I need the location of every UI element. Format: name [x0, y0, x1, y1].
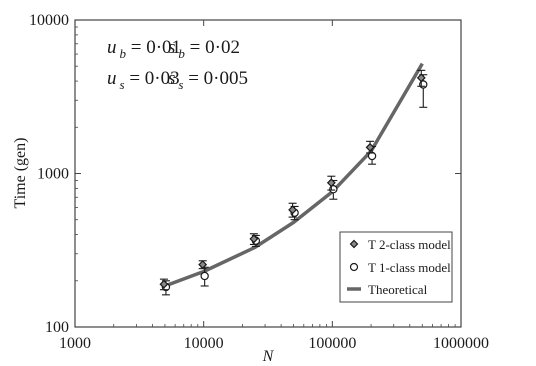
diamond-point — [365, 142, 375, 152]
legend-label-2-class: T 2-class model — [368, 237, 451, 252]
y-tick-label: 100 — [45, 319, 69, 336]
circle-point — [367, 151, 377, 161]
legend-diamond-marker — [349, 239, 359, 249]
x-tick-label: 100000 — [308, 335, 356, 352]
diamond-point — [326, 178, 336, 188]
legend: T 2-class model T 1-class model Theoreti… — [339, 231, 453, 303]
legend-label-theoretical: Theoretical — [368, 282, 428, 297]
x-tick-label: 1000000 — [433, 335, 489, 352]
x-axis-title: N — [262, 348, 275, 365]
diamond-point — [198, 260, 208, 270]
diamond-point — [416, 73, 426, 83]
y-tick-label: 1000 — [37, 166, 69, 183]
y-tick-label: 10000 — [29, 12, 69, 29]
diamond-point — [249, 234, 259, 244]
x-tick-label: 10000 — [184, 335, 224, 352]
y-axis-title: Time (gen) — [12, 138, 29, 209]
diamond-point — [159, 279, 169, 289]
legend-label-1-class: T 1-class model — [368, 260, 451, 275]
theoretical-line — [164, 62, 424, 288]
circle-point — [200, 271, 209, 281]
diamond-point — [288, 205, 298, 215]
chart-marks — [159, 62, 428, 296]
x-tick-label: 1000 — [59, 335, 91, 352]
legend-circle-marker — [349, 262, 359, 272]
